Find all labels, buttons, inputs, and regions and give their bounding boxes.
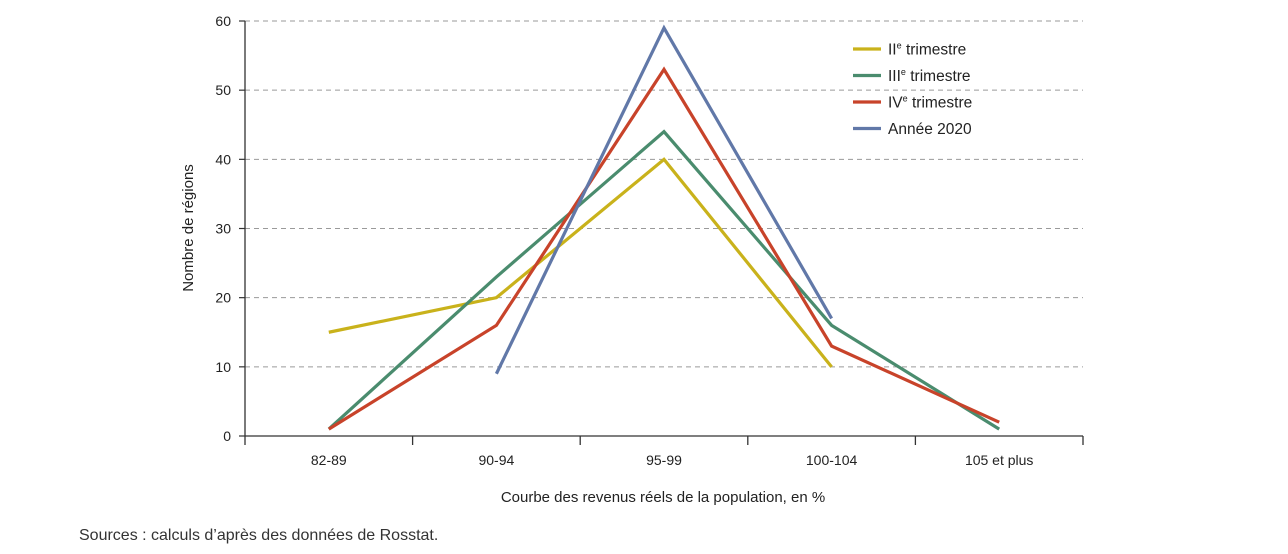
legend-label: IIe trimestre xyxy=(888,41,966,59)
x-tick-label: 95-99 xyxy=(646,452,682,468)
y-tick-label: 30 xyxy=(215,221,231,237)
legend-label-sup: e xyxy=(901,67,906,77)
y-tick-label: 0 xyxy=(223,428,231,444)
y-tick-label: 40 xyxy=(215,151,231,167)
legend-label-sup: e xyxy=(897,41,902,51)
legend-label-rest: trimestre xyxy=(902,42,967,59)
axes: 0 10 20 30 40 50 60 82-89 90-94 95-99 100-104 105 e… xyxy=(215,13,1084,468)
legend-label: IVe trimestre xyxy=(888,94,972,112)
legend-label-base: III xyxy=(888,68,901,85)
x-tick-label: 82-89 xyxy=(311,452,347,468)
legend-label-rest: trimestre xyxy=(908,95,973,112)
legend-label-base: II xyxy=(888,42,897,59)
series-line-0 xyxy=(328,157,833,368)
source-note: Sources : calculs d’après des données de… xyxy=(79,527,439,544)
legend-label: IIIe trimestre xyxy=(888,67,971,85)
y-tick-label: 50 xyxy=(215,82,231,98)
legend-label: Année 2020 xyxy=(888,121,972,138)
series-line-3 xyxy=(494,24,833,375)
legend-label-rest: trimestre xyxy=(906,68,971,85)
y-tick-label: 10 xyxy=(215,359,231,375)
x-tick-label: 105 et plus xyxy=(965,452,1034,468)
legend-label-base: Année 2020 xyxy=(888,121,972,138)
x-axis-title: Courbe des revenus réels de la populatio… xyxy=(501,489,825,506)
x-tick-label: 100-104 xyxy=(806,452,858,468)
y-axis-title: Nombre de régions xyxy=(180,164,197,292)
series-line-2 xyxy=(327,66,1000,431)
legend-label-base: IV xyxy=(888,95,903,112)
y-tick-label: 60 xyxy=(215,13,231,29)
series-line-1 xyxy=(327,129,1001,431)
x-tick-label: 90-94 xyxy=(478,452,514,468)
series-lines xyxy=(327,24,1001,431)
legend-label-sup: e xyxy=(903,94,908,104)
y-tick-label: 20 xyxy=(215,290,231,306)
